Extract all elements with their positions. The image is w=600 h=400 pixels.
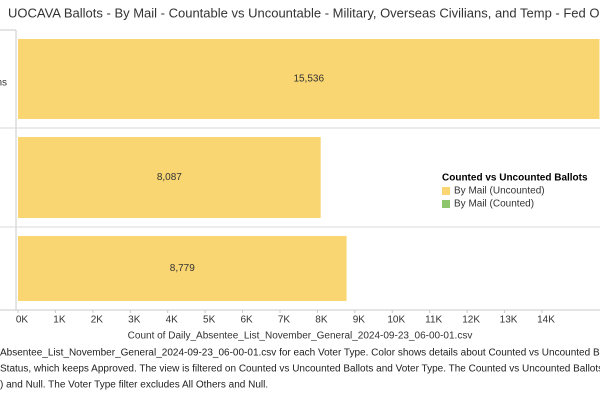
x-tick-label: 4K <box>166 315 179 326</box>
bar <box>18 236 347 301</box>
caption-line: ) and Null. The Voter Type filter exclud… <box>0 380 268 391</box>
data-label: 8,779 <box>170 263 195 274</box>
x-tick-label: 8K <box>315 315 328 326</box>
x-tick-label: 5K <box>203 315 216 326</box>
x-tick-label: 14K <box>537 315 555 326</box>
caption-line: Absentee_List_November_General_2024-09-2… <box>0 348 600 359</box>
x-tick-label: 9K <box>353 315 366 326</box>
x-tick-label: 6K <box>240 315 253 326</box>
y-tick-label: ns <box>0 78 7 89</box>
legend-swatch <box>442 187 450 195</box>
legend-label: By Mail (Counted) <box>454 199 534 210</box>
x-tick-label: 3K <box>128 315 141 326</box>
x-tick-label: 1K <box>53 315 66 326</box>
x-tick-label: 13K <box>500 315 518 326</box>
chart-title: UOCAVA Ballots - By Mail - Countable vs … <box>8 5 600 20</box>
x-axis-title: Count of Daily_Absentee_List_November_Ge… <box>128 331 473 342</box>
bar <box>18 137 321 218</box>
legend-swatch <box>442 200 450 208</box>
data-label: 8,087 <box>157 172 182 183</box>
x-tick-label: 7K <box>278 315 291 326</box>
legend-label: By Mail (Uncounted) <box>454 186 545 197</box>
bar <box>18 39 600 119</box>
caption-line: Status, which keeps Approved. The view i… <box>0 364 600 375</box>
x-tick-label: 10K <box>387 315 405 326</box>
x-tick-label: 2K <box>91 315 104 326</box>
data-label: 15,536 <box>293 74 324 85</box>
x-tick-label: 11K <box>425 315 442 326</box>
legend-title: Counted vs Uncounted Ballots <box>442 173 588 184</box>
x-tick-label: 0K <box>16 315 29 326</box>
legend-box <box>438 170 588 214</box>
x-tick-label: 12K <box>462 315 480 326</box>
